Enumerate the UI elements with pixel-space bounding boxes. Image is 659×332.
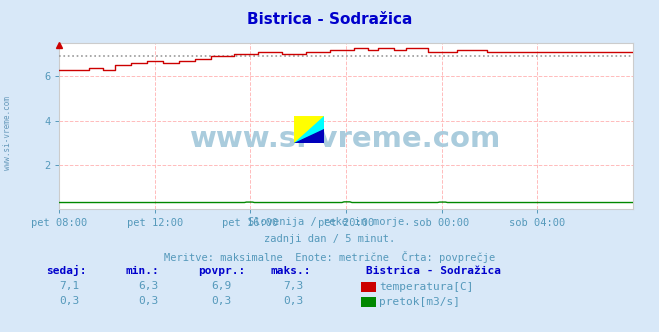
Polygon shape (294, 129, 324, 143)
Polygon shape (294, 116, 324, 143)
Text: www.si-vreme.com: www.si-vreme.com (3, 96, 13, 170)
Text: maks.:: maks.: (270, 266, 310, 276)
Text: 0,3: 0,3 (211, 296, 231, 306)
Text: temperatura[C]: temperatura[C] (379, 282, 473, 292)
Text: 6,3: 6,3 (138, 281, 159, 291)
Text: 0,3: 0,3 (59, 296, 80, 306)
Text: Bistrica - Sodražica: Bistrica - Sodražica (247, 12, 412, 27)
Polygon shape (294, 116, 324, 143)
Text: 7,3: 7,3 (283, 281, 304, 291)
Text: Meritve: maksimalne  Enote: metrične  Črta: povprečje: Meritve: maksimalne Enote: metrične Črta… (164, 251, 495, 263)
Text: Bistrica - Sodražica: Bistrica - Sodražica (366, 266, 501, 276)
Text: 7,1: 7,1 (59, 281, 80, 291)
Text: sedaj:: sedaj: (46, 265, 86, 276)
Text: 0,3: 0,3 (138, 296, 159, 306)
Text: pretok[m3/s]: pretok[m3/s] (379, 297, 460, 307)
Text: zadnji dan / 5 minut.: zadnji dan / 5 minut. (264, 234, 395, 244)
Text: Slovenija / reke in morje.: Slovenija / reke in morje. (248, 217, 411, 227)
Text: min.:: min.: (125, 266, 159, 276)
Text: povpr.:: povpr.: (198, 266, 245, 276)
Text: 0,3: 0,3 (283, 296, 304, 306)
Text: www.si-vreme.com: www.si-vreme.com (190, 125, 501, 153)
Text: 6,9: 6,9 (211, 281, 231, 291)
